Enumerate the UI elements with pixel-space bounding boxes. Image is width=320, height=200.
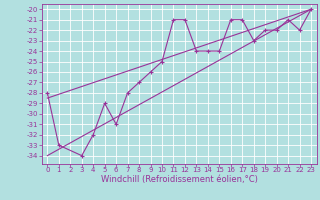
X-axis label: Windchill (Refroidissement éolien,°C): Windchill (Refroidissement éolien,°C) — [101, 175, 258, 184]
